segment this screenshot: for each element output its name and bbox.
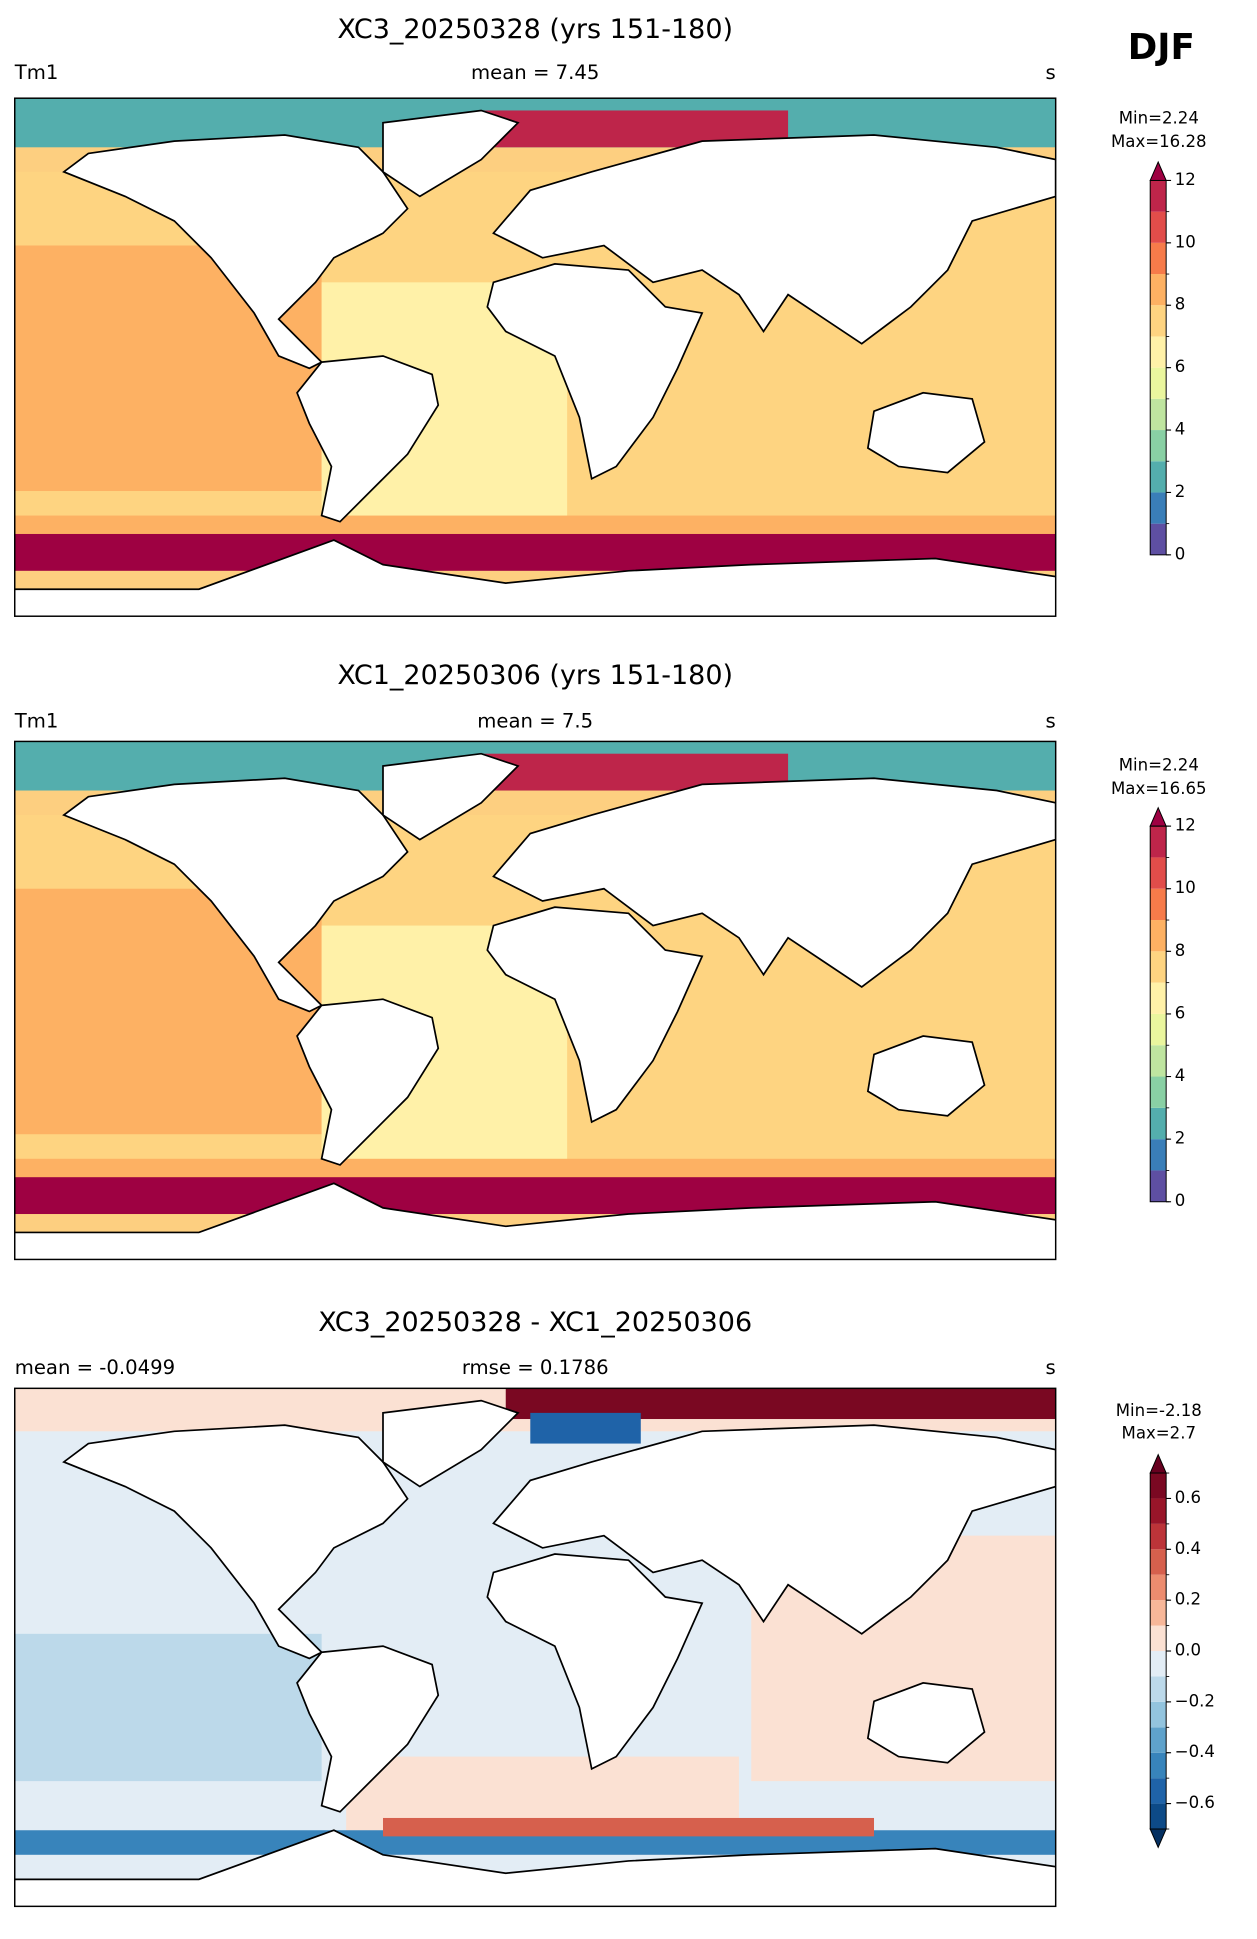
colorbar-segment	[1150, 367, 1167, 399]
colorbar-tick-label: 2	[1175, 482, 1186, 501]
colorbar-segment	[1150, 1574, 1167, 1601]
colorbar-tick-label: 0.4	[1175, 1539, 1201, 1558]
map-frame	[14, 97, 1057, 617]
right-label: s	[1045, 61, 1055, 84]
map-frame	[14, 740, 1057, 1261]
colorbar-tick-label: 8	[1175, 941, 1186, 960]
colorbar-segment	[1150, 1701, 1167, 1728]
panel-title: XC3_20250328 - XC1_20250306	[318, 1307, 752, 1338]
colorbar-segment	[1150, 1549, 1167, 1575]
colorbar-segment	[1150, 1045, 1167, 1077]
colorbar-segment	[1150, 274, 1167, 306]
colorbar-segment	[1150, 1803, 1167, 1830]
left-label: mean = -0.0499	[15, 1356, 175, 1379]
colorbar-tick-label: 8	[1175, 295, 1186, 314]
colorbar-tick-label: 10	[1175, 232, 1196, 251]
colorbar-segment	[1150, 211, 1167, 243]
colorbar-tick-label: 12	[1175, 816, 1196, 835]
colorbar-segment	[1150, 982, 1167, 1014]
colorbar-tick-label: 10	[1175, 878, 1196, 897]
min-label: Min=-2.18	[1116, 1401, 1202, 1420]
colorbar-tick-label: 4	[1175, 420, 1186, 439]
colorbar-segment	[1150, 1107, 1167, 1140]
colorbar-tick-label: 0	[1175, 1191, 1186, 1210]
map	[14, 741, 1056, 1260]
colorbar-segment	[1150, 398, 1167, 431]
min-label: Min=2.24	[1119, 755, 1199, 774]
colorbar-segment	[1150, 1013, 1167, 1046]
colorbar-tick-label: 0.6	[1175, 1488, 1201, 1507]
map	[14, 1388, 1056, 1907]
colorbar-tick-label: 6	[1175, 357, 1186, 376]
colorbar-tick-label: −0.4	[1175, 1742, 1215, 1761]
colorbar-segment	[1150, 1651, 1167, 1677]
colorbar-tick-label: 2	[1175, 1129, 1186, 1148]
colorbar-extend-max	[1149, 806, 1167, 827]
colorbar-segment	[1150, 951, 1167, 983]
right-label: s	[1045, 709, 1055, 732]
colorbar-segment	[1150, 430, 1167, 462]
colorbar-segment	[1150, 1778, 1167, 1804]
colorbar-segment	[1150, 461, 1167, 493]
map	[14, 98, 1056, 617]
colorbar-extend-max	[1149, 160, 1167, 181]
colorbar-tick-label: 0	[1175, 544, 1186, 563]
colorbar-segment	[1150, 1498, 1167, 1524]
colorbar-segment	[1150, 920, 1167, 952]
ocean-field	[382, 1817, 875, 1837]
center-label: mean = 7.45	[471, 61, 599, 84]
colorbar-segment	[1150, 305, 1167, 337]
panel-title: XC3_20250328 (yrs 151-180)	[337, 14, 733, 45]
panel-title: XC1_20250306 (yrs 151-180)	[337, 660, 733, 691]
colorbar-tick-label: −0.2	[1175, 1691, 1215, 1710]
season-label: DJF	[1128, 27, 1195, 68]
colorbar-segment	[1150, 857, 1167, 889]
colorbar-segment	[1150, 1170, 1167, 1202]
min-label: Min=2.24	[1119, 109, 1199, 128]
colorbar-segment	[1150, 180, 1167, 212]
colorbar-tick-label: 0.2	[1175, 1590, 1201, 1609]
colorbar-segment	[1150, 1676, 1167, 1702]
colorbar-tick-label: 4	[1175, 1066, 1186, 1085]
left-label: Tm1	[14, 709, 59, 732]
center-label: mean = 7.5	[477, 709, 593, 732]
colorbar-segment	[1150, 1727, 1167, 1753]
colorbar-segment	[1150, 336, 1167, 368]
ocean-field	[14, 1633, 322, 1782]
max-label: Max=2.7	[1122, 1423, 1196, 1442]
colorbar-extend-max	[1149, 1453, 1167, 1474]
colorbar-segment	[1150, 826, 1167, 858]
left-label: Tm1	[14, 61, 59, 84]
max-label: Max=16.28	[1111, 132, 1207, 151]
colorbar-segment	[1150, 888, 1167, 921]
colorbar-segment	[1150, 1139, 1167, 1171]
colorbar-tick-label: −0.6	[1175, 1793, 1215, 1812]
colorbar-tick-label: 0.0	[1175, 1641, 1201, 1660]
max-label: Max=16.65	[1111, 779, 1207, 798]
ocean-field	[530, 1412, 641, 1444]
colorbar-tick-label: 12	[1175, 170, 1196, 189]
colorbar-segment	[1150, 242, 1167, 275]
colorbar-segment	[1150, 1600, 1167, 1626]
colorbar-tick-label: 6	[1175, 1003, 1186, 1022]
colorbar-segment	[1150, 1625, 1167, 1652]
right-label: s	[1045, 1356, 1055, 1379]
colorbar-segment	[1150, 1076, 1167, 1108]
map-frame	[14, 1387, 1057, 1908]
colorbar-segment	[1150, 1473, 1167, 1499]
colorbar-segment	[1150, 492, 1167, 524]
colorbar-segment	[1150, 523, 1167, 555]
colorbar-segment	[1150, 1523, 1167, 1550]
colorbar-extend-min	[1149, 1828, 1167, 1849]
colorbar-segment	[1150, 1752, 1167, 1779]
center-label: rmse = 0.1786	[462, 1356, 609, 1379]
